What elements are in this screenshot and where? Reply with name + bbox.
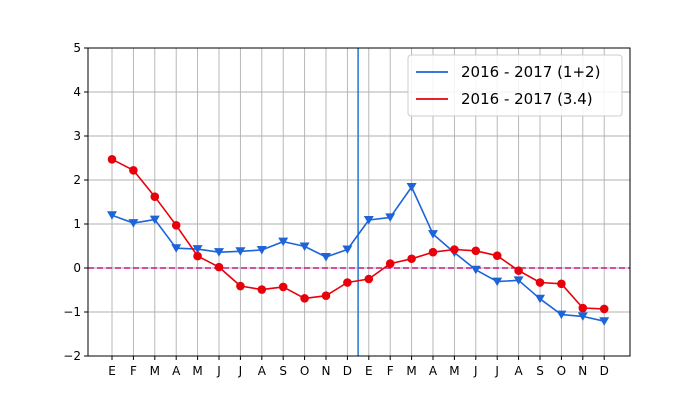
data-point [406,183,417,192]
series-2 [107,155,609,314]
data-point [577,312,588,321]
data-point [407,254,416,264]
data-point [363,216,374,225]
data-point [535,294,545,304]
data-point [450,245,459,254]
x-tick-label: D [343,364,352,378]
data-point [214,248,224,257]
y-tick-label: 0 [73,261,81,275]
data-point [364,274,374,284]
data-point [149,215,160,225]
series-line [111,186,605,322]
data-point [321,253,331,262]
legend: 2016 - 2017 (1+2) 2016 - 2017 (3.4) [407,54,623,117]
x-tick-label: S [536,364,544,378]
data-point [171,244,182,253]
x-tick-label: N [322,364,331,378]
x-tick-label: A [514,364,523,378]
data-point [129,166,138,175]
data-point [428,230,438,239]
x-tick-label: M [150,364,160,378]
data-point [193,251,202,261]
data-point [556,310,567,320]
x-tick-label: J [494,364,499,378]
data-point [470,265,481,275]
y-axis: −2 −1 0 1 2 3 4 5 [63,41,88,363]
data-point [171,221,181,230]
data-point [385,213,396,222]
x-tick-label: O [300,364,309,378]
x-tick-label: A [258,364,267,378]
x-tick-label: M [192,364,202,378]
series-layer [107,155,610,326]
data-point [150,192,160,202]
data-point [300,294,309,303]
x-tick-label: S [279,364,287,378]
data-point [428,247,438,257]
reference-lines [88,48,630,356]
plot-frame [87,47,631,357]
data-point [343,278,352,287]
data-point [128,219,139,228]
y-tick-label: 5 [73,41,81,55]
data-point [107,155,117,164]
y-tick-label: −2 [63,349,81,363]
x-tick-label: E [365,364,373,378]
data-point [514,266,523,275]
y-tick-label: 4 [73,85,81,99]
data-point [235,247,246,256]
data-point [578,303,588,313]
x-tick-label: N [578,364,587,378]
data-point [278,237,289,247]
data-point [557,279,566,289]
y-tick-label: 3 [73,129,81,143]
data-point [236,281,245,291]
data-point [321,291,331,301]
y-tick-label: 1 [73,217,81,231]
data-point [492,277,503,287]
legend-label: 2016 - 2017 (3.4) [461,90,593,108]
y-tick-label: 2 [73,173,81,187]
data-point [492,251,502,260]
data-point [299,242,310,251]
data-point [256,245,267,255]
x-tick-label: J [473,364,478,378]
x-tick-label: O [557,364,566,378]
x-tick-label: F [387,364,394,378]
x-tick-label: M [449,364,459,378]
data-point [214,262,224,272]
grid [88,47,630,357]
x-tick-label: D [600,364,609,378]
x-tick-label: J [238,364,243,378]
data-point [107,211,117,220]
x-tick-label: A [172,364,181,378]
series-1 [107,183,610,326]
y-tick-label: −1 [63,305,81,319]
x-tick-label: M [406,364,416,378]
data-point [513,276,524,285]
x-tick-label: F [130,364,137,378]
legend-box [407,54,623,117]
data-point [535,278,545,287]
data-point [192,245,203,254]
x-tick-label: A [429,364,438,378]
legend-label: 2016 - 2017 (1+2) [461,63,600,81]
data-point [599,304,609,314]
data-point [471,246,481,256]
data-point [278,282,288,292]
data-point [257,285,267,294]
x-tick-label: J [216,364,221,378]
data-point [342,245,353,255]
data-point [385,259,395,268]
data-point [599,317,610,326]
x-tick-label: E [108,364,116,378]
